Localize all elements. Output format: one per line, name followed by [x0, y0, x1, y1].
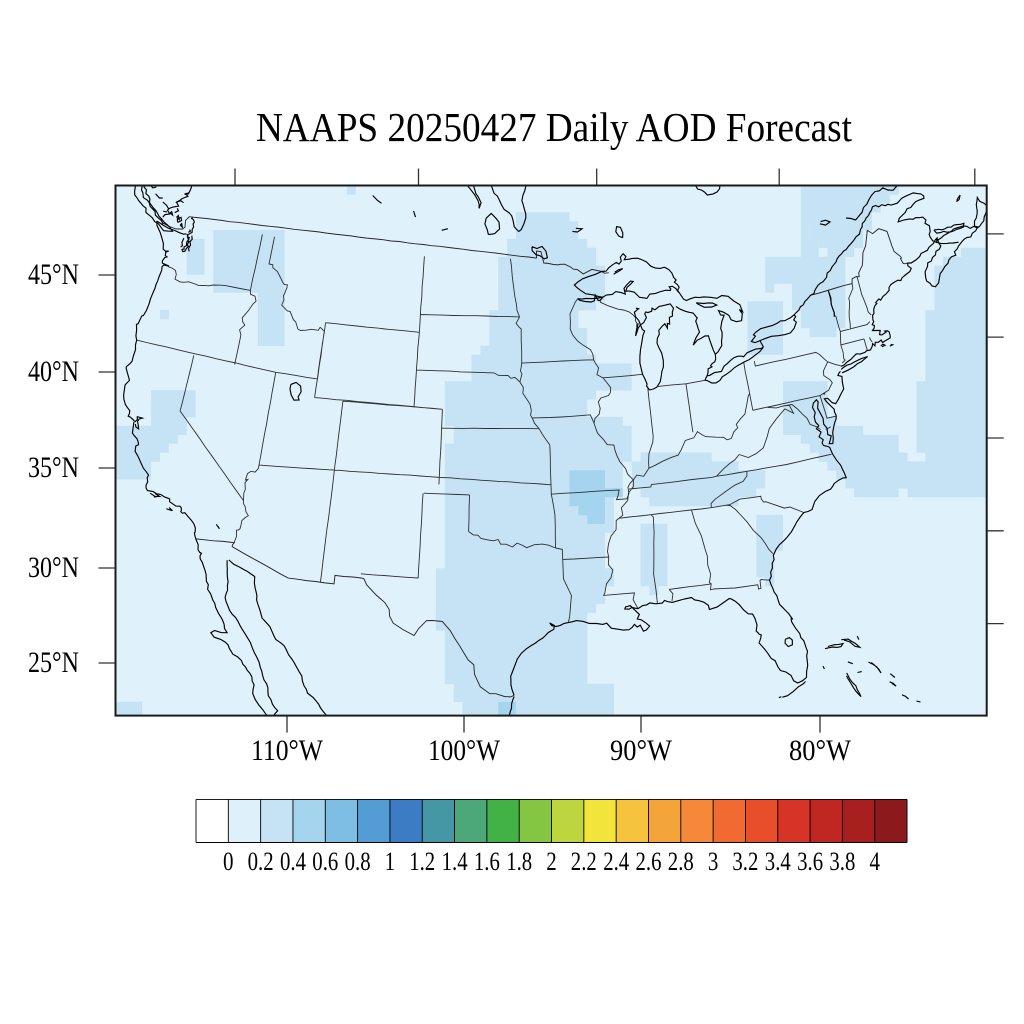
svg-text:1.2: 1.2 [409, 847, 435, 876]
svg-text:80°W: 80°W [789, 735, 851, 767]
svg-text:110°W: 110°W [251, 735, 323, 767]
svg-text:3.4: 3.4 [765, 847, 791, 876]
svg-text:3.8: 3.8 [829, 847, 855, 876]
svg-text:2: 2 [546, 847, 557, 876]
svg-text:3.2: 3.2 [732, 847, 758, 876]
svg-text:45°N: 45°N [28, 259, 79, 291]
svg-text:3: 3 [708, 847, 719, 876]
svg-text:90°W: 90°W [610, 735, 672, 767]
svg-text:0: 0 [223, 847, 234, 876]
svg-text:35°N: 35°N [28, 452, 79, 484]
svg-text:4: 4 [869, 847, 880, 876]
svg-text:0.4: 0.4 [280, 847, 306, 876]
svg-text:2.4: 2.4 [603, 847, 629, 876]
svg-text:2.8: 2.8 [668, 847, 694, 876]
svg-text:30°N: 30°N [28, 552, 79, 584]
svg-text:0.8: 0.8 [345, 847, 371, 876]
svg-text:2.2: 2.2 [571, 847, 597, 876]
svg-text:NAAPS 20250427 Daily AOD Forec: NAAPS 20250427 Daily AOD Forecast [256, 104, 852, 150]
svg-text:1.4: 1.4 [442, 847, 468, 876]
svg-text:1: 1 [385, 847, 396, 876]
svg-text:1.8: 1.8 [506, 847, 532, 876]
svg-text:0.2: 0.2 [248, 847, 274, 876]
svg-text:1.6: 1.6 [474, 847, 500, 876]
svg-text:3.6: 3.6 [797, 847, 823, 876]
svg-text:2.6: 2.6 [636, 847, 662, 876]
svg-text:40°N: 40°N [28, 356, 79, 388]
svg-text:100°W: 100°W [428, 735, 500, 767]
svg-text:0.6: 0.6 [312, 847, 338, 876]
svg-text:25°N: 25°N [28, 647, 79, 679]
